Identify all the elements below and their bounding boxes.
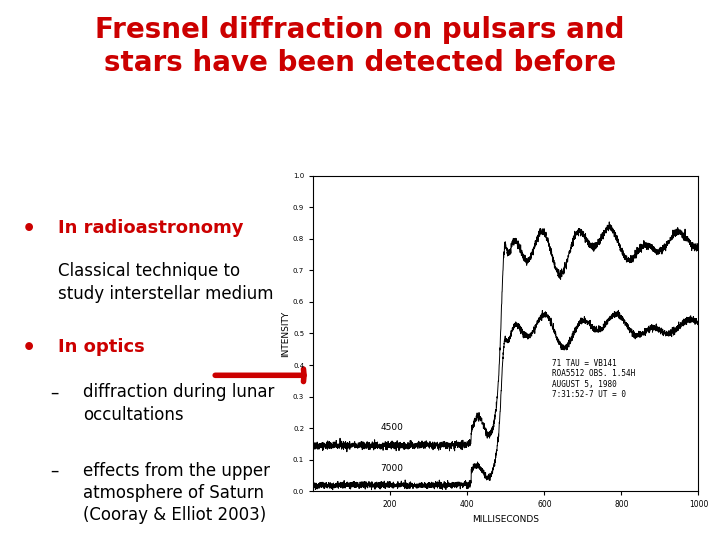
Text: •: • <box>22 338 36 357</box>
Y-axis label: INTENSITY: INTENSITY <box>281 310 290 356</box>
Text: diffraction during lunar
occultations: diffraction during lunar occultations <box>83 383 274 423</box>
X-axis label: MILLISECONDS: MILLISECONDS <box>472 515 539 524</box>
Text: 4500: 4500 <box>381 423 403 432</box>
Text: effects from the upper
atmosphere of Saturn
(Cooray & Elliot 2003): effects from the upper atmosphere of Sat… <box>83 462 270 524</box>
Text: In optics: In optics <box>58 338 144 355</box>
Text: In radioastronomy: In radioastronomy <box>58 219 243 237</box>
Text: Classical technique to
study interstellar medium: Classical technique to study interstella… <box>58 262 273 303</box>
Text: •: • <box>22 219 36 239</box>
Text: Fresnel diffraction on pulsars and
stars have been detected before: Fresnel diffraction on pulsars and stars… <box>95 16 625 77</box>
Text: 71 TAU = VB141
ROA5512 OBS. 1.54H
AUGUST 5, 1980
7:31:52-7 UT = 0: 71 TAU = VB141 ROA5512 OBS. 1.54H AUGUST… <box>552 359 635 399</box>
Text: –: – <box>50 462 59 480</box>
Text: 7000: 7000 <box>381 464 404 473</box>
Text: –: – <box>50 383 59 401</box>
